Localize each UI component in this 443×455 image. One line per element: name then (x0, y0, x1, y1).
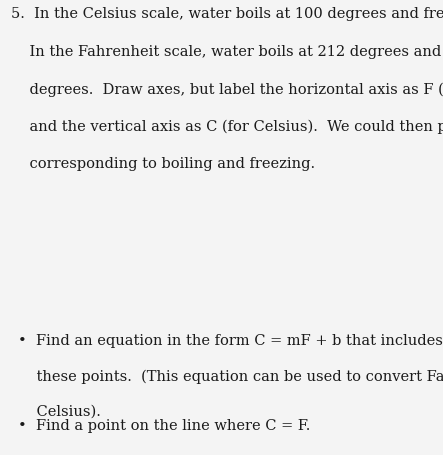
Text: In the Fahrenheit scale, water boils at 212 degrees and freezes at 32: In the Fahrenheit scale, water boils at … (11, 45, 443, 59)
Text: •  Find a point on the line where C = F.: • Find a point on the line where C = F. (18, 418, 310, 432)
Text: 5.  In the Celsius scale, water boils at 100 degrees and freezes at 0 degrees.: 5. In the Celsius scale, water boils at … (11, 7, 443, 21)
Text: degrees.  Draw axes, but label the horizontal axis as F (for Fahrenheit): degrees. Draw axes, but label the horizo… (11, 82, 443, 96)
Text: corresponding to boiling and freezing.: corresponding to boiling and freezing. (11, 157, 315, 171)
Text: these points.  (This equation can be used to convert Fahrenheit to: these points. (This equation can be used… (18, 369, 443, 383)
Text: Celsius).: Celsius). (18, 404, 101, 418)
Text: •  Find an equation in the form C = mF + b that includes both of: • Find an equation in the form C = mF + … (18, 334, 443, 348)
Text: and the vertical axis as C (for Celsius).  We could then plot the points: and the vertical axis as C (for Celsius)… (11, 119, 443, 134)
